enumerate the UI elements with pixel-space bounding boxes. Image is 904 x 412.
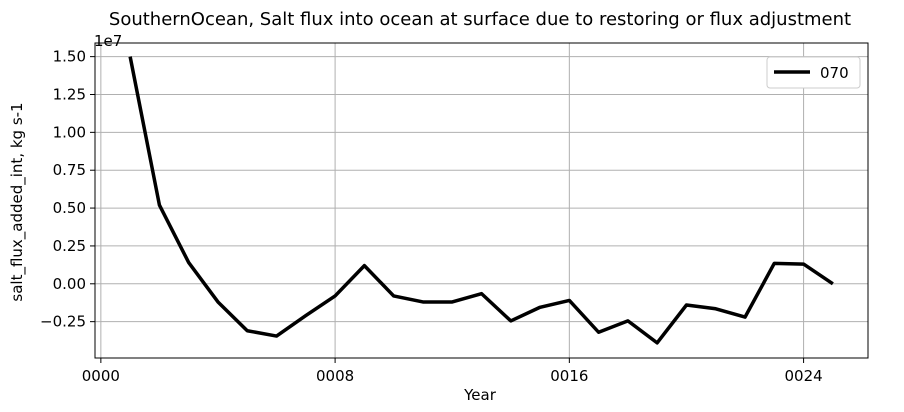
x-axis-label: Year: [463, 386, 497, 404]
y-tick-label: 1.25: [53, 85, 86, 103]
axis-ticks: 0000 0008 0016 0024 −0.25 0.00 0.25 0.50 0.75 1.0…: [40, 48, 823, 385]
y-tick-label: 1.00: [53, 123, 86, 141]
y-axis-label: salt_flux_added_int, kg s-1: [8, 102, 27, 301]
y-tick-label: 0.25: [53, 237, 86, 255]
y-tick-label: 1.50: [53, 48, 86, 66]
chart-title: SouthernOcean, Salt flux into ocean at s…: [109, 9, 851, 30]
series-line-070: [128, 56, 834, 345]
y-tick-label: −0.25: [40, 313, 86, 331]
plot-frame: [94, 42, 869, 359]
grid-lines: [95, 43, 868, 358]
legend-box: [766, 56, 861, 89]
x-tick-label: 0008: [316, 367, 354, 385]
x-tick-label: 0016: [550, 367, 588, 385]
series-layer: [128, 56, 834, 345]
x-tick-label: 0024: [784, 367, 822, 385]
y-tick-label: 0.00: [53, 275, 86, 293]
x-tick-label: 0000: [82, 367, 120, 385]
legend: 070: [766, 56, 861, 89]
legend-label-070: 070: [820, 64, 849, 82]
y-offset-label: 1e7: [94, 32, 122, 50]
y-tick-label: 0.75: [53, 161, 86, 179]
y-tick-label: 0.50: [53, 199, 86, 217]
